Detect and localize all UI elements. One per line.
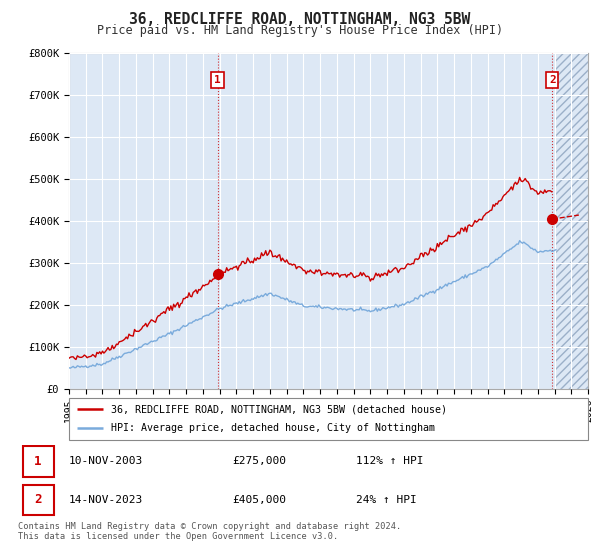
FancyBboxPatch shape <box>23 484 53 515</box>
Text: 24% ↑ HPI: 24% ↑ HPI <box>356 495 417 505</box>
Text: 1: 1 <box>214 75 221 85</box>
Text: Price paid vs. HM Land Registry's House Price Index (HPI): Price paid vs. HM Land Registry's House … <box>97 24 503 37</box>
Text: 36, REDCLIFFE ROAD, NOTTINGHAM, NG3 5BW (detached house): 36, REDCLIFFE ROAD, NOTTINGHAM, NG3 5BW … <box>110 404 446 414</box>
Text: £405,000: £405,000 <box>232 495 286 505</box>
Text: 10-NOV-2003: 10-NOV-2003 <box>69 456 143 466</box>
Text: 112% ↑ HPI: 112% ↑ HPI <box>356 456 424 466</box>
Text: 1: 1 <box>34 455 42 468</box>
Text: £275,000: £275,000 <box>232 456 286 466</box>
Text: 14-NOV-2023: 14-NOV-2023 <box>69 495 143 505</box>
FancyBboxPatch shape <box>23 446 53 477</box>
Text: 2: 2 <box>34 493 42 506</box>
Text: HPI: Average price, detached house, City of Nottingham: HPI: Average price, detached house, City… <box>110 423 434 433</box>
Text: Contains HM Land Registry data © Crown copyright and database right 2024.
This d: Contains HM Land Registry data © Crown c… <box>18 522 401 542</box>
Bar <box>554 53 588 389</box>
Text: 36, REDCLIFFE ROAD, NOTTINGHAM, NG3 5BW: 36, REDCLIFFE ROAD, NOTTINGHAM, NG3 5BW <box>130 12 470 27</box>
Text: 2: 2 <box>549 75 556 85</box>
FancyBboxPatch shape <box>69 398 588 440</box>
